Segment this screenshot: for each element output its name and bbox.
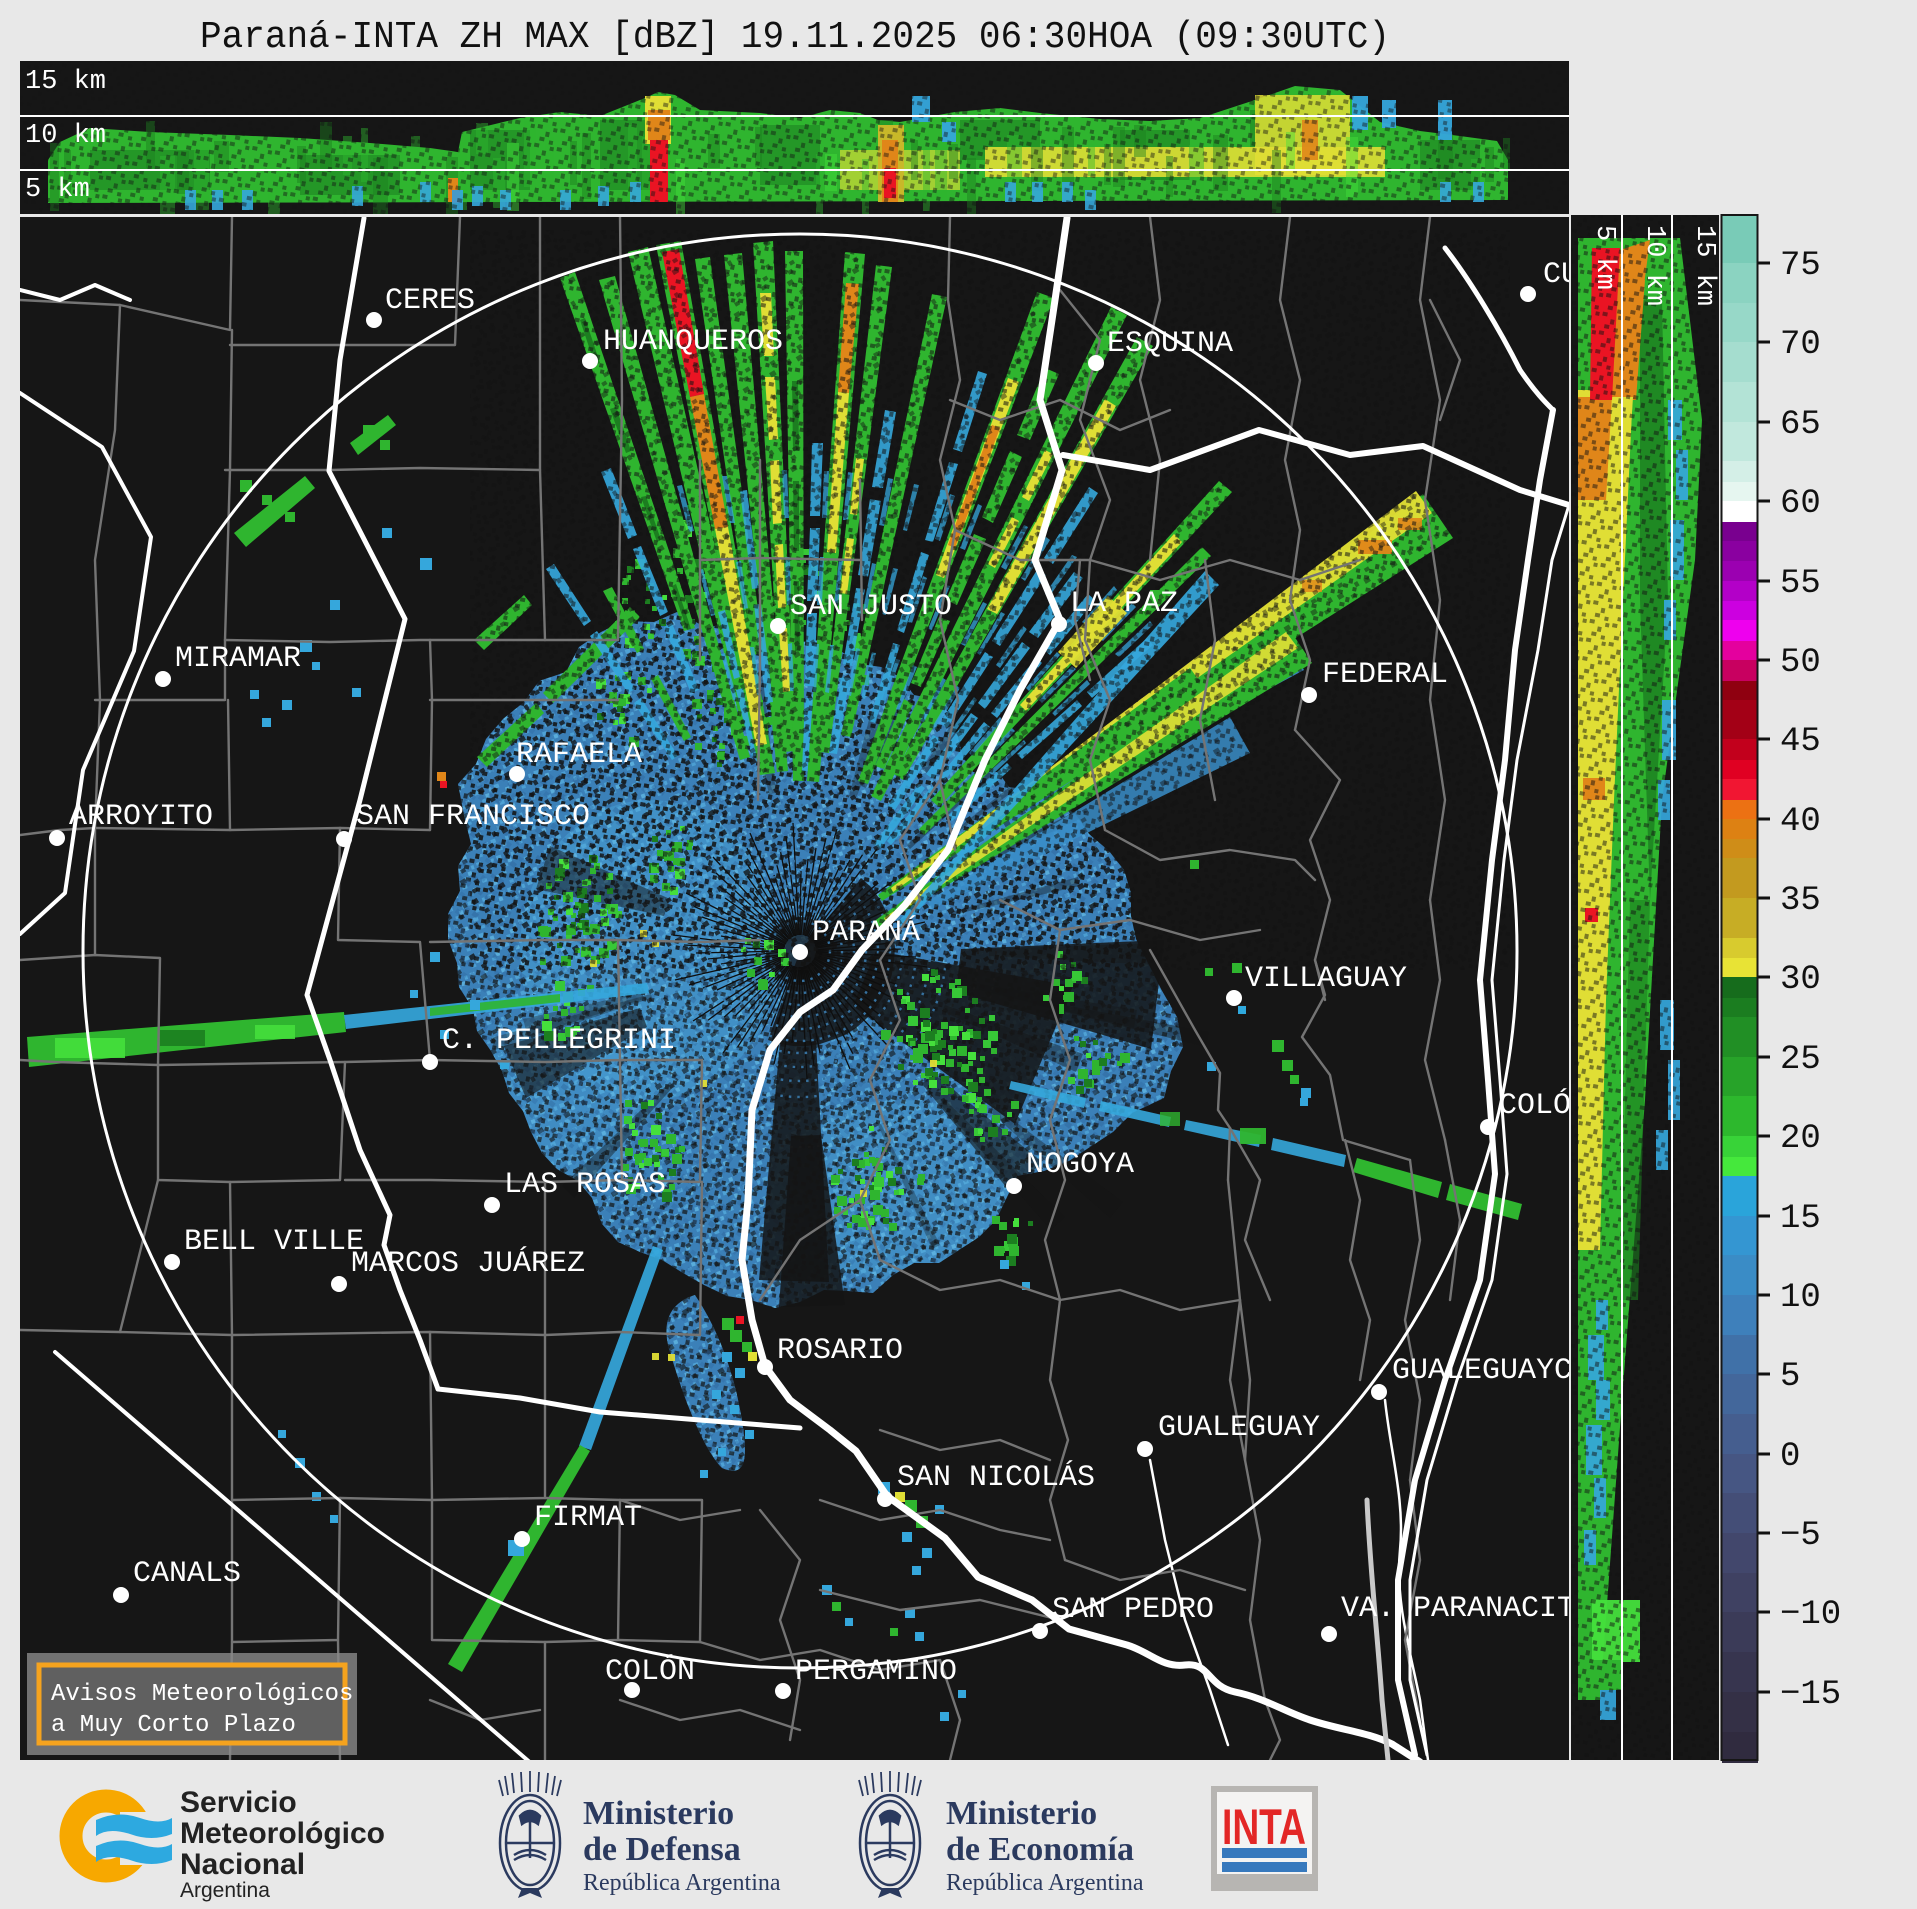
svg-text:0: 0 (1780, 1438, 1800, 1476)
svg-text:PERGAMINO: PERGAMINO (795, 1655, 957, 1689)
svg-text:Paraná-INTA ZH MAX [dBZ] 19.11: Paraná-INTA ZH MAX [dBZ] 19.11.2025 06:3… (200, 16, 1390, 59)
svg-text:40: 40 (1780, 803, 1821, 841)
svg-text:70: 70 (1780, 326, 1821, 364)
svg-text:45: 45 (1780, 723, 1821, 761)
svg-text:ARROYITO: ARROYITO (69, 800, 213, 834)
svg-text:−15: −15 (1780, 1676, 1841, 1714)
svg-text:BELL VILLE: BELL VILLE (184, 1225, 364, 1259)
svg-text:55: 55 (1780, 565, 1821, 603)
svg-text:de Economía: de Economía (946, 1831, 1134, 1868)
svg-text:50: 50 (1780, 644, 1821, 682)
svg-text:LA PAZ: LA PAZ (1070, 587, 1178, 621)
svg-text:5 km: 5 km (1589, 225, 1619, 290)
svg-text:10 km: 10 km (1639, 225, 1669, 306)
svg-text:SAN FRANCISCO: SAN FRANCISCO (356, 800, 590, 834)
svg-text:Servicio: Servicio (180, 1786, 297, 1819)
svg-text:25: 25 (1780, 1041, 1821, 1079)
svg-text:Ministerio: Ministerio (946, 1795, 1097, 1832)
svg-text:10: 10 (1780, 1279, 1821, 1317)
svg-text:FEDERAL: FEDERAL (1322, 658, 1448, 692)
svg-text:HUANQUEROS: HUANQUEROS (603, 325, 783, 359)
svg-text:75: 75 (1780, 247, 1821, 285)
svg-text:CERES: CERES (385, 284, 475, 318)
svg-text:SAN PEDRO: SAN PEDRO (1052, 1593, 1214, 1627)
svg-text:15: 15 (1780, 1200, 1821, 1238)
svg-text:CU: CU (1543, 258, 1579, 292)
svg-text:GUALEGUAYC: GUALEGUAYC (1392, 1354, 1572, 1388)
svg-text:35: 35 (1780, 882, 1821, 920)
svg-text:GUALEGUAY: GUALEGUAY (1158, 1411, 1320, 1445)
svg-text:Ministerio: Ministerio (583, 1795, 734, 1832)
svg-text:Avisos Meteorológicos: Avisos Meteorológicos (51, 1681, 353, 1708)
svg-text:VA. PARANACIT: VA. PARANACIT (1341, 1592, 1575, 1626)
svg-text:SAN JUSTO: SAN JUSTO (790, 590, 952, 624)
svg-text:ROSARIO: ROSARIO (777, 1334, 903, 1368)
svg-text:20: 20 (1780, 1120, 1821, 1158)
svg-text:15 km: 15 km (25, 67, 106, 97)
svg-text:5: 5 (1780, 1358, 1800, 1396)
svg-text:Argentina: Argentina (180, 1879, 270, 1902)
svg-text:RAFAELA: RAFAELA (516, 738, 642, 772)
svg-text:PARANÁ: PARANÁ (812, 915, 920, 950)
svg-text:SAN NICOLÁS: SAN NICOLÁS (897, 1460, 1095, 1495)
svg-text:MARCOS JUÁREZ: MARCOS JUÁREZ (351, 1246, 585, 1281)
svg-text:ESQUINA: ESQUINA (1107, 327, 1233, 361)
svg-text:65: 65 (1780, 406, 1821, 444)
svg-text:República Argentina: República Argentina (583, 1870, 781, 1896)
svg-text:C. PELLEGRINI: C. PELLEGRINI (442, 1024, 676, 1058)
svg-text:Meteorológico: Meteorológico (180, 1817, 385, 1850)
svg-text:5 km: 5 km (25, 175, 90, 205)
svg-text:LAS ROSAS: LAS ROSAS (504, 1168, 666, 1202)
svg-text:60: 60 (1780, 485, 1821, 523)
svg-text:30: 30 (1780, 961, 1821, 999)
svg-text:10 km: 10 km (25, 121, 106, 151)
svg-text:CANALS: CANALS (133, 1557, 241, 1591)
svg-text:−10: −10 (1780, 1596, 1841, 1634)
svg-text:MIRAMAR: MIRAMAR (175, 642, 301, 676)
svg-text:a Muy Corto Plazo: a Muy Corto Plazo (51, 1712, 296, 1739)
svg-text:NOGOYA: NOGOYA (1026, 1148, 1134, 1182)
svg-text:FIRMAT: FIRMAT (534, 1501, 642, 1535)
svg-text:INTA: INTA (1222, 1799, 1306, 1855)
svg-text:Nacional: Nacional (180, 1848, 305, 1881)
svg-text:COLÓN: COLÓN (1499, 1088, 1589, 1123)
svg-text:−5: −5 (1780, 1517, 1821, 1555)
svg-text:VILLAGUAY: VILLAGUAY (1245, 962, 1407, 996)
svg-text:15 km: 15 km (1689, 225, 1719, 306)
svg-text:República Argentina: República Argentina (946, 1870, 1144, 1896)
svg-text:COLÓN: COLÓN (605, 1654, 695, 1689)
svg-text:de Defensa: de Defensa (583, 1831, 741, 1868)
